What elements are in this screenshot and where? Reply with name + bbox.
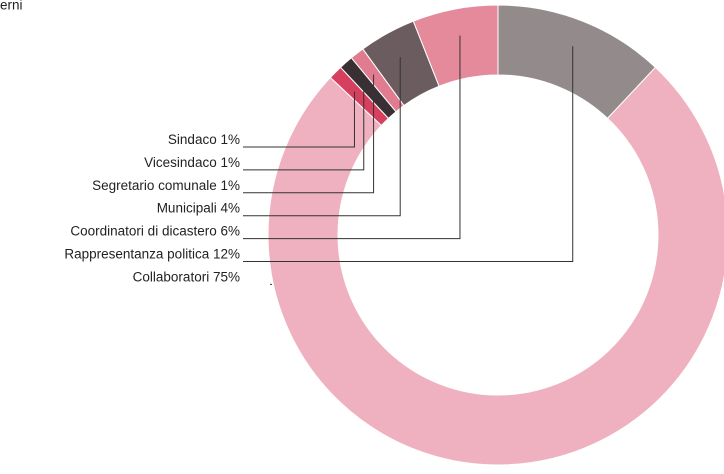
value-label: 6% [220,223,240,238]
slice-label: Segretario comunale 1% [92,177,240,192]
slice-label: Coordinatori di dicastero 6% [70,223,240,238]
category-name: Municipali [157,200,217,215]
slice-label: Rappresentanza politica 12% [64,246,240,261]
value-label: 1% [220,132,240,147]
category-name: Coordinatori di dicastero [70,223,216,238]
leader-line [243,46,574,262]
donut-slice [267,66,724,466]
category-name: Rappresentanza politica [64,246,209,261]
value-label: 1% [220,177,240,192]
slice-label: Collaboratori 75% [133,269,240,284]
leader-line [243,74,375,194]
slice-label: Municipali 4% [157,200,240,215]
value-label: 12% [213,246,240,261]
category-name: Sindaco [168,132,217,147]
category-name: Collaboratori [133,269,210,284]
leader-line [243,57,401,217]
leader-line [243,91,355,148]
category-name: Vicesindaco [144,154,217,169]
value-label: 4% [220,200,240,215]
chart-title: erni [0,0,23,13]
value-label: 75% [213,269,240,284]
category-name: Segretario comunale [92,177,217,192]
slice-label: Sindaco 1% [168,132,240,147]
value-label: 1% [220,154,240,169]
slice-label: Vicesindaco 1% [144,154,240,169]
leader-line [243,82,365,171]
leader-line [243,35,461,240]
